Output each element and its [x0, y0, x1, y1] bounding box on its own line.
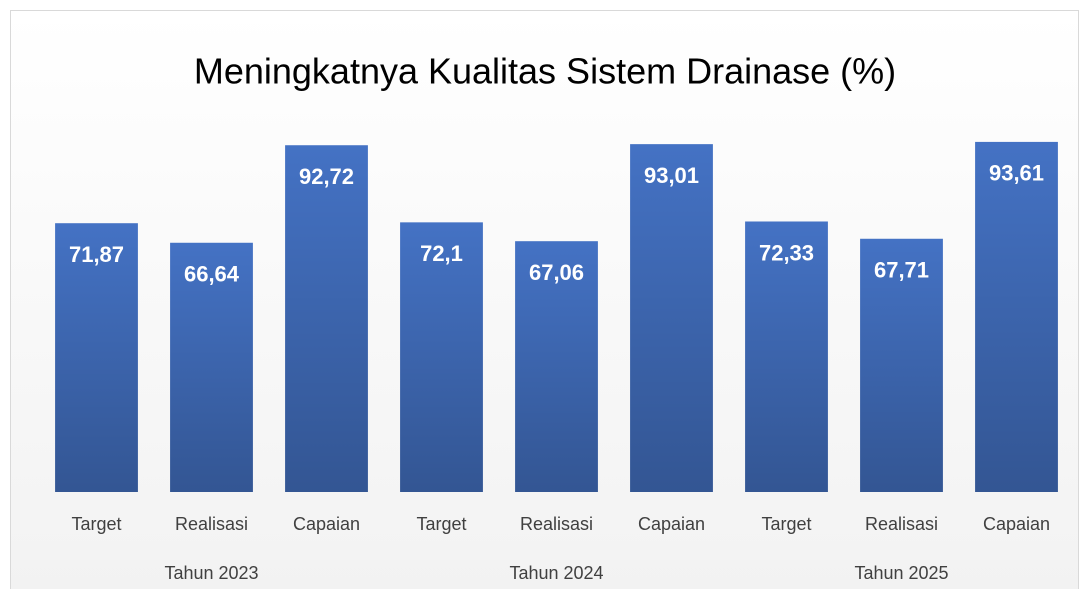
bar — [285, 145, 368, 492]
x-tick-label: Capaian — [293, 514, 360, 534]
x-tick-label: Realisasi — [520, 514, 593, 534]
data-label: 92,72 — [299, 164, 354, 189]
group-label: Tahun 2025 — [854, 563, 948, 583]
data-label: 93,61 — [989, 161, 1044, 186]
x-tick-label: Realisasi — [865, 514, 938, 534]
data-label: 93,01 — [644, 163, 699, 188]
group-label: Tahun 2024 — [509, 563, 603, 583]
data-label: 67,06 — [529, 260, 584, 285]
data-label: 71,87 — [69, 242, 124, 267]
data-label: 72,33 — [759, 240, 814, 265]
data-label: 72,1 — [420, 241, 463, 266]
group-label: Tahun 2023 — [164, 563, 258, 583]
x-tick-label: Capaian — [983, 514, 1050, 534]
x-tick-label: Target — [71, 514, 121, 534]
bar — [975, 141, 1058, 492]
bar — [630, 144, 713, 493]
data-label: 67,71 — [874, 258, 929, 283]
data-label: 66,64 — [184, 262, 240, 287]
chart-title: Meningkatnya Kualitas Sistem Drainase (%… — [194, 51, 896, 92]
x-tick-label: Target — [416, 514, 466, 534]
x-tick-label: Target — [761, 514, 811, 534]
x-tick-label: Realisasi — [175, 514, 248, 534]
x-tick-label: Capaian — [638, 514, 705, 534]
